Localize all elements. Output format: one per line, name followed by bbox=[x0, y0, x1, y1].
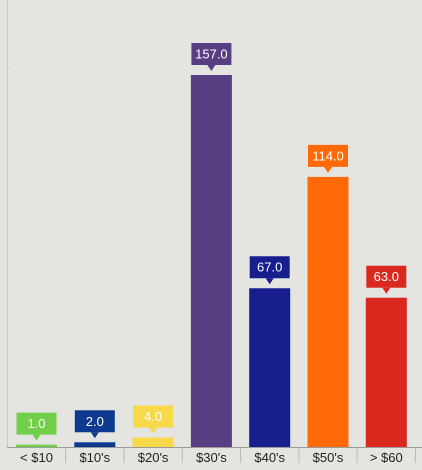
data-label-box bbox=[74, 410, 115, 433]
data-label-callout: 2.0 bbox=[74, 410, 115, 439]
data-label: 157.0 bbox=[195, 47, 228, 62]
x-tick-label: $40's bbox=[254, 450, 285, 465]
bar-group: 4.0 bbox=[132, 405, 174, 447]
bar[interactable] bbox=[190, 75, 232, 447]
data-label-pointer bbox=[149, 427, 158, 434]
bar[interactable] bbox=[132, 437, 174, 447]
data-label: 1.0 bbox=[27, 416, 45, 431]
data-label-box bbox=[191, 43, 232, 65]
data-label-pointer bbox=[32, 434, 41, 441]
data-label-pointer bbox=[90, 432, 99, 439]
bar[interactable] bbox=[74, 442, 116, 447]
bar-group: 1.0 bbox=[16, 412, 57, 447]
bar[interactable] bbox=[249, 288, 291, 447]
x-tick-labels: < $10 $10's $20's $30's $40's $50's > $60 bbox=[20, 447, 416, 465]
bar-group: 63.0 bbox=[365, 265, 407, 447]
data-label-callout: 4.0 bbox=[133, 405, 174, 434]
bar-group: 157.0 bbox=[190, 43, 232, 447]
data-label: 67.0 bbox=[257, 260, 282, 275]
bar[interactable] bbox=[307, 176, 349, 447]
data-label-box bbox=[308, 144, 348, 167]
data-label-box bbox=[16, 412, 57, 435]
data-label-callout: 157.0 bbox=[191, 43, 232, 71]
x-tick-label: $20's bbox=[138, 450, 169, 465]
data-label: 63.0 bbox=[374, 269, 399, 284]
data-label-pointer bbox=[265, 278, 274, 285]
bar[interactable] bbox=[16, 444, 57, 447]
data-label-pointer bbox=[324, 166, 332, 173]
bar-group: 2.0 bbox=[74, 410, 116, 447]
data-label-callout: 63.0 bbox=[366, 265, 407, 294]
x-tick-label: $50's bbox=[313, 450, 344, 465]
bar[interactable] bbox=[365, 297, 407, 447]
x-tick-label: > $60 bbox=[370, 450, 403, 465]
bars: 1.0 2.0 4.0 157.0 67.0 114.0 63.0 bbox=[16, 43, 407, 447]
data-label-callout: 67.0 bbox=[249, 256, 290, 285]
x-tick-label: $10's bbox=[79, 450, 110, 465]
bar-group: 67.0 bbox=[249, 256, 291, 447]
data-label-pointer bbox=[382, 287, 391, 294]
data-label-callout: 114.0 bbox=[308, 144, 348, 173]
y-axis-ticks bbox=[6, 67, 9, 353]
data-label-box bbox=[366, 265, 407, 288]
data-label: 2.0 bbox=[86, 414, 104, 429]
x-tick-label: < $10 bbox=[20, 450, 53, 465]
data-label: 114.0 bbox=[312, 148, 344, 163]
data-label-callout: 1.0 bbox=[16, 412, 57, 441]
bar-group: 114.0 bbox=[307, 144, 349, 447]
x-tick-label: $30's bbox=[196, 450, 227, 465]
data-label-box bbox=[249, 256, 290, 279]
data-label-box bbox=[133, 405, 174, 428]
data-label: 4.0 bbox=[144, 409, 162, 424]
data-label-pointer bbox=[207, 65, 216, 71]
